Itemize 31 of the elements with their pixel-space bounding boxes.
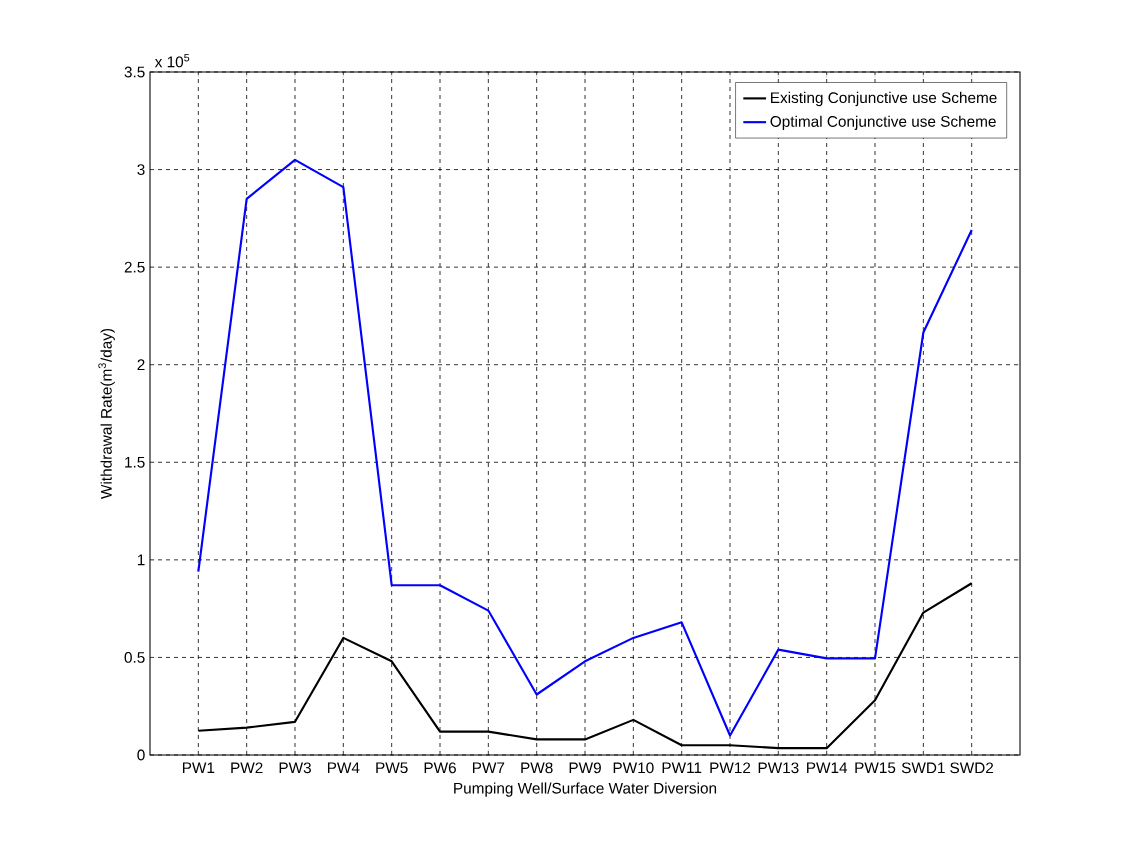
x-tick-label: PW12: [710, 762, 751, 774]
x-tick-label: PW11: [662, 762, 702, 773]
line-series: [197, 158, 973, 737]
y-tick-label: 0.5: [124, 652, 145, 663]
y-tick-label: 3: [137, 164, 145, 175]
legend-label: Existing Conjunctive use Scheme: [771, 91, 997, 107]
x-tick-label: PW1: [182, 762, 215, 773]
x-tick-label: PW8: [521, 762, 553, 774]
y-tick-label: 2: [137, 359, 145, 371]
x-tick-label: PW14: [807, 762, 848, 773]
x-axis-title: Pumping Well/Surface Water Diversion: [454, 782, 717, 797]
x-tick-label: PW10: [613, 762, 654, 774]
y-tick-label: 3.5: [124, 66, 145, 78]
x-tick-label: PW15: [855, 762, 896, 774]
x-tick-label: PW4: [327, 762, 360, 773]
x-tick-label: PW7: [472, 762, 505, 773]
y-tick-label: 1: [137, 554, 145, 566]
x-tick-label: PW6: [424, 762, 456, 774]
x-tick-label: PW3: [279, 762, 311, 774]
y-tick-label: 1.5: [125, 456, 145, 468]
y-tick-label: 2.5: [124, 261, 145, 273]
x-tick-label: PW9: [569, 762, 601, 774]
x-tick-label: SWD1: [901, 762, 945, 774]
text: x 10$^{5}$: [154, 53, 190, 68]
x-tick-label: PW13: [758, 762, 799, 774]
x-tick-label: PW5: [376, 762, 408, 774]
x-tick-label: SWD2: [950, 762, 994, 774]
y-axis-title: Withdrawal Rate(m$^{3}$/day): [98, 328, 115, 499]
x-tick-label: PW2: [231, 762, 263, 774]
legend-label: Optimal Conjunctive use Scheme: [770, 115, 996, 130]
y-tick-label: 0: [137, 749, 145, 761]
